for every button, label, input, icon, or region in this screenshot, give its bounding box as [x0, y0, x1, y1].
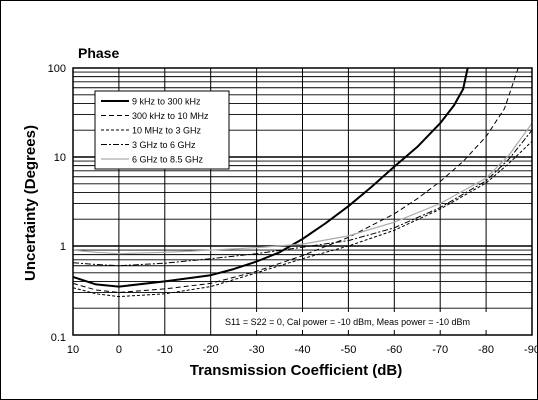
y-tick-label: 10 — [54, 152, 66, 164]
x-tick-label: 0 — [116, 344, 122, 356]
legend-label: 3 GHz to 6 GHz — [132, 140, 196, 150]
series-line-4 — [72, 129, 533, 267]
series-line-3 — [72, 140, 533, 298]
legend-label: 10 MHz to 3 GHz — [132, 126, 202, 136]
x-tick-label: -80 — [478, 344, 494, 356]
x-axis-label: Transmission Coefficient (dB) — [190, 362, 403, 379]
legend-label: 300 kHz to 10 MHz — [132, 111, 209, 121]
annotation-box: S11 = S22 = 0, Cal power = -10 dBm, Meas… — [221, 312, 527, 330]
y-axis-label: Uncertainty (Degrees) — [22, 125, 39, 281]
y-tick-label: 1 — [60, 241, 66, 253]
x-tick-label: -10 — [157, 344, 173, 356]
legend-label: 6 GHz to 8.5 GHz — [132, 155, 204, 165]
x-tick-label: -90 — [524, 344, 537, 356]
x-tick-label: -50 — [340, 344, 356, 356]
x-tick-label: -60 — [386, 344, 402, 356]
y-tick-label: 0.1 — [51, 332, 66, 344]
grid-lines — [73, 68, 532, 335]
legend: 9 kHz to 300 kHz 300 kHz to 10 MHz 10 MHz … — [94, 90, 230, 170]
y-tick-label: 100 — [48, 63, 66, 75]
chart-title: Phase — [78, 45, 119, 61]
x-tick-label: -70 — [432, 344, 448, 356]
annotation-text: S11 = S22 = 0, Cal power = -10 dBm, Meas… — [225, 317, 470, 327]
series-line-5 — [72, 122, 533, 255]
x-tick-label: -30 — [249, 344, 265, 356]
x-tick-label: -20 — [203, 344, 219, 356]
series-line-1 — [72, 67, 469, 288]
series-layer — [72, 67, 533, 298]
x-tick-label: -40 — [295, 344, 311, 356]
plot-border — [72, 67, 533, 336]
series-line-2 — [72, 67, 519, 293]
legend-label: 9 kHz to 300 kHz — [132, 97, 201, 107]
x-tick-label: 10 — [67, 344, 79, 356]
